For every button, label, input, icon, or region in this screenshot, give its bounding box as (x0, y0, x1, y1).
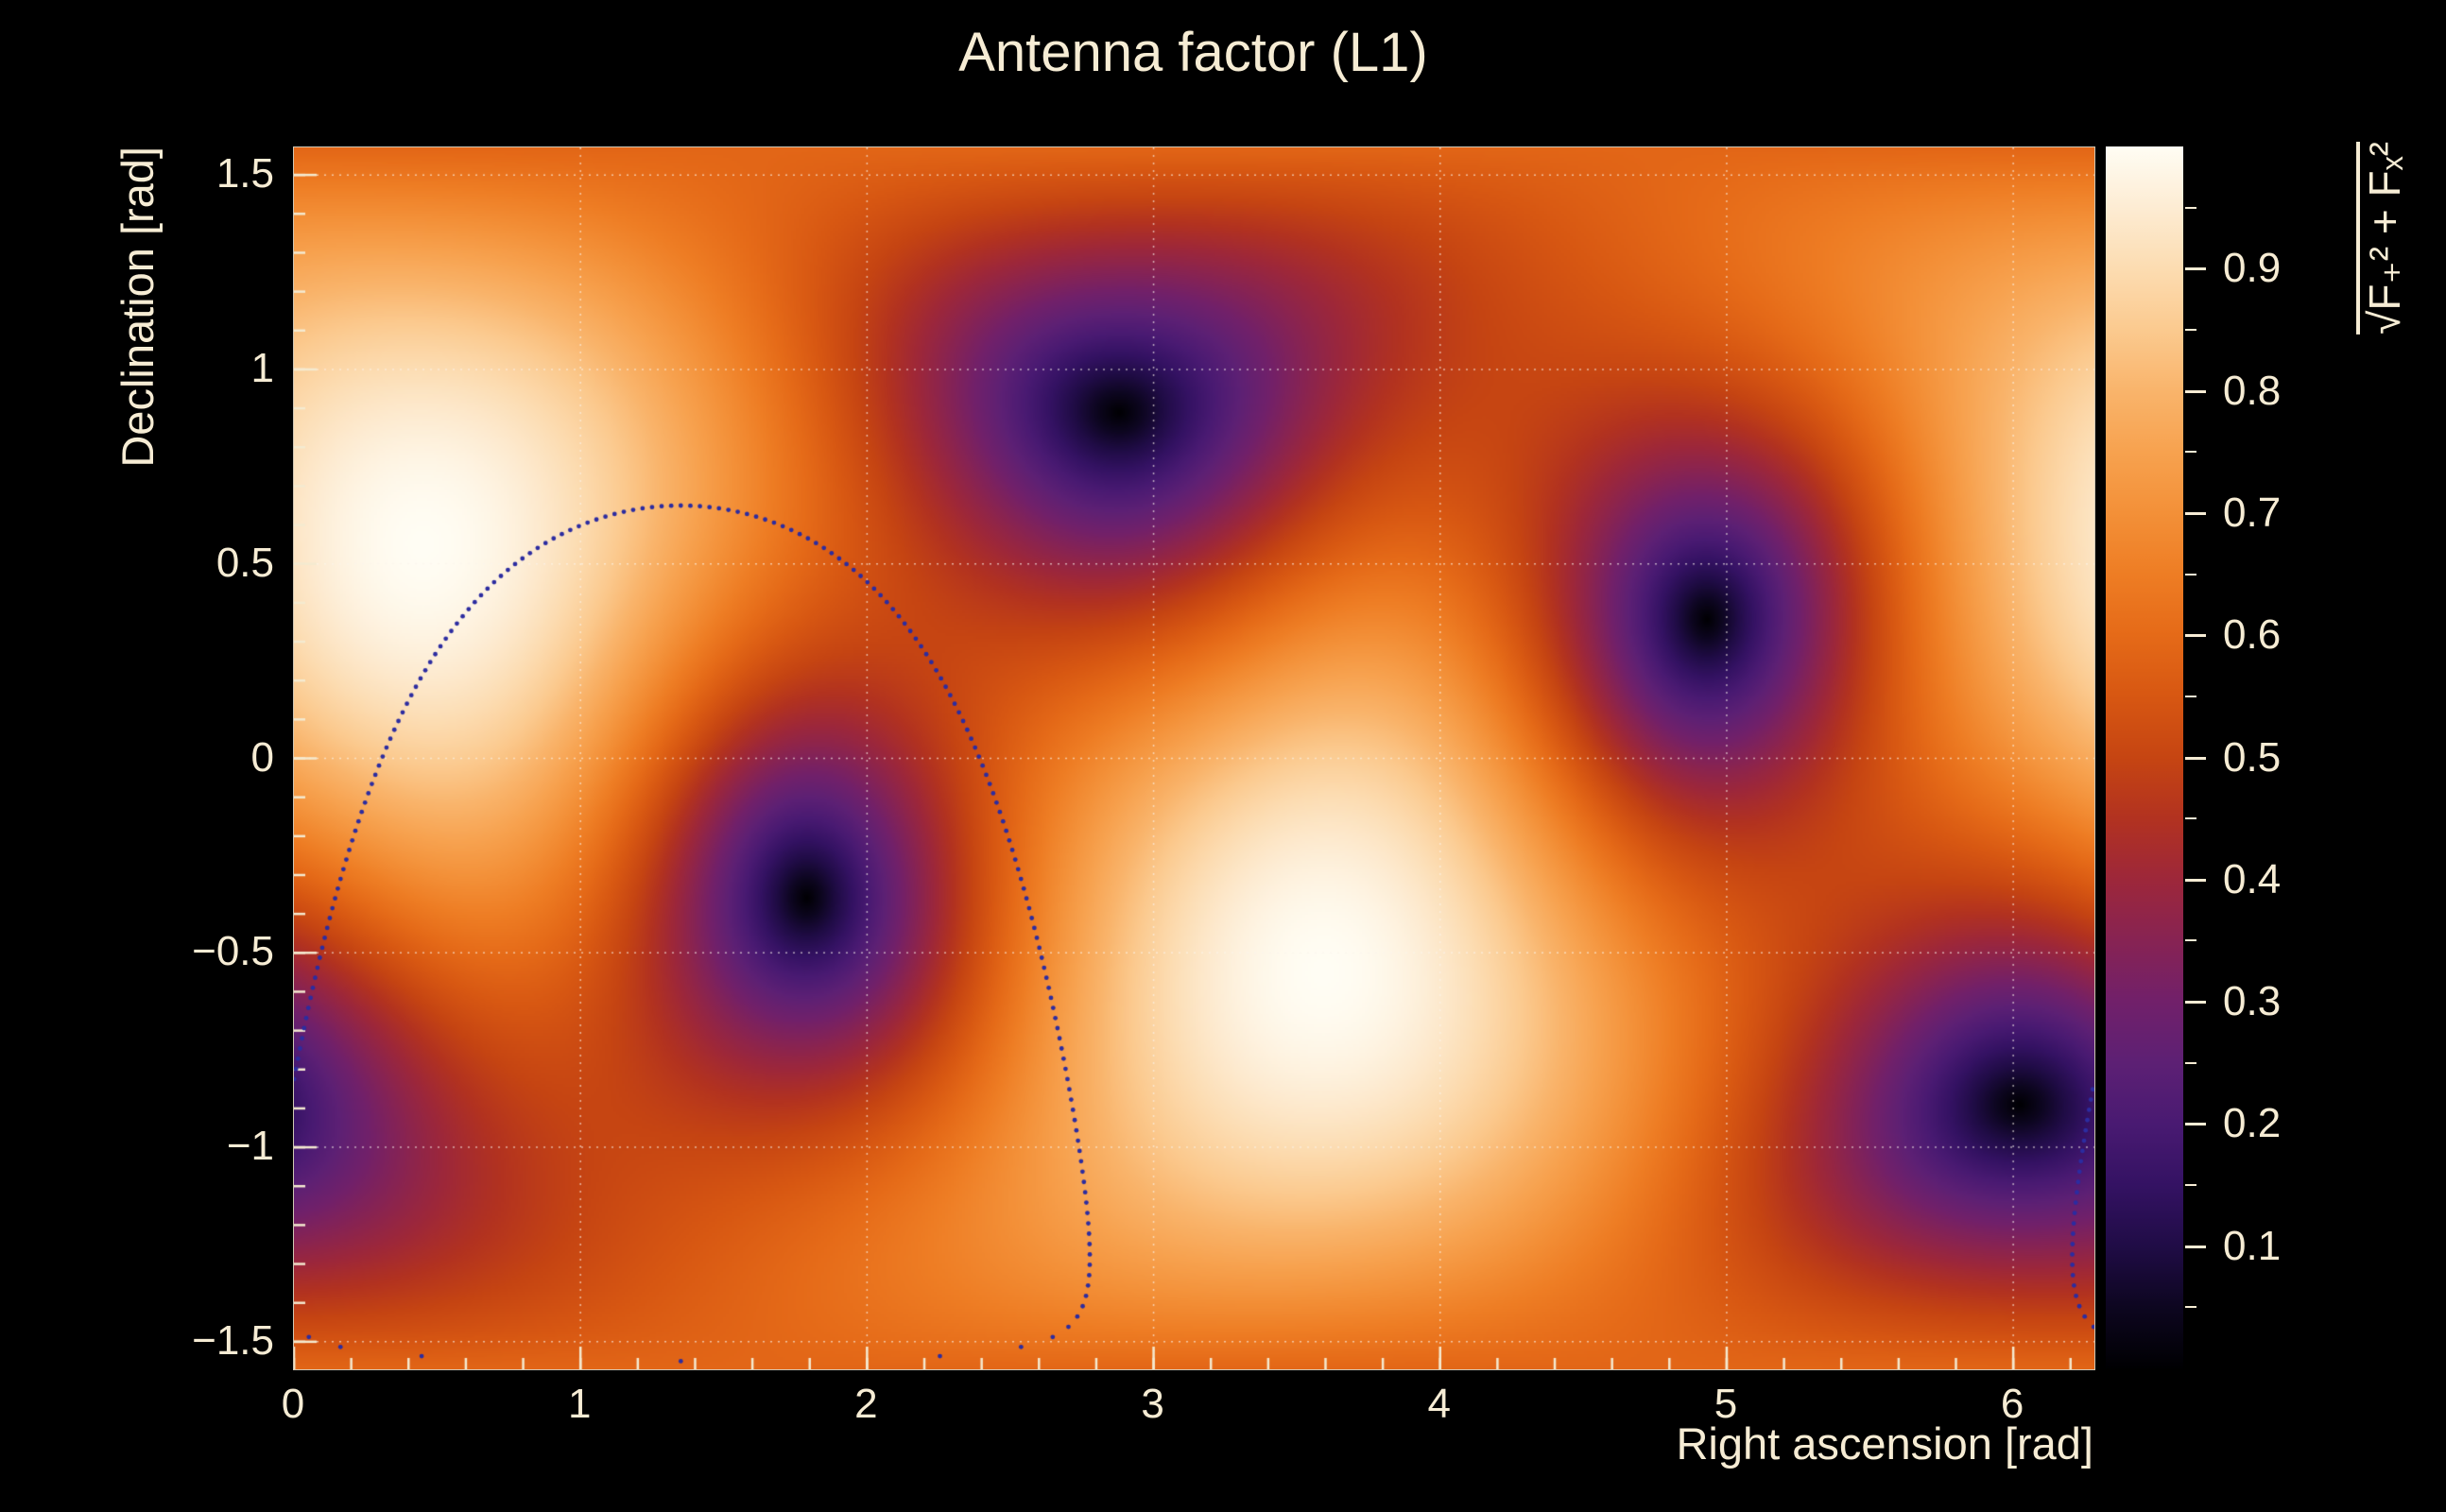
colorbar-tick (2185, 756, 2206, 760)
x-tick-label: 2 (854, 1381, 878, 1427)
y-tick-label: −1 (226, 1123, 274, 1170)
colorbar-tick-label: 0.9 (2223, 245, 2282, 292)
colorbar-tick (2185, 267, 2206, 271)
colorbar-tick (2185, 1306, 2196, 1309)
y-tick-label: 1.5 (215, 150, 274, 198)
x-tick-label: 5 (1714, 1381, 1738, 1427)
plot-overlay-canvas (294, 147, 2094, 1369)
colorbar-tick (2185, 1061, 2196, 1064)
colorbar-tick (2185, 511, 2206, 515)
colorbar-tick (2185, 573, 2196, 576)
colorbar-tick-label: 0.8 (2223, 367, 2282, 414)
x-axis-title: Right ascension [rad] (1676, 1418, 2093, 1469)
colorbar-tick (2185, 1245, 2206, 1248)
y-tick-label: −1.5 (192, 1316, 274, 1364)
colorbar-tick (2185, 939, 2196, 942)
colorbar-tick (2185, 878, 2206, 882)
colorbar-tick (2185, 1184, 2196, 1187)
colorbar-tick (2185, 328, 2196, 331)
x-tick-label: 3 (1141, 1381, 1164, 1427)
colorbar-tick-label: 0.1 (2223, 1222, 2282, 1269)
y-tick-label: 0.5 (215, 539, 274, 586)
colorbar-tick (2185, 206, 2196, 209)
plot-area (293, 146, 2095, 1370)
colorbar-tick (2185, 389, 2206, 393)
colorbar-tick (2185, 634, 2206, 638)
colorbar-tick-label: 0.4 (2223, 855, 2282, 902)
colorbar-tick-label: 0.2 (2223, 1100, 2282, 1147)
colorbar-tick (2185, 695, 2196, 697)
y-tick-label: 0 (250, 733, 274, 781)
x-tick-label: 6 (2000, 1381, 2024, 1427)
chart-title: Antenna factor (L1) (958, 22, 1428, 83)
y-tick-label: 1 (250, 344, 274, 391)
colorbar-tick-label: 0.6 (2223, 611, 2282, 659)
colorbar-tick-label: 0.7 (2223, 489, 2282, 536)
x-tick-label: 4 (1427, 1381, 1451, 1427)
colorbar-tick (2185, 1001, 2206, 1005)
x-tick-label: 0 (281, 1381, 305, 1427)
colorbar (2106, 146, 2183, 1368)
colorbar-tick (2185, 1123, 2206, 1126)
x-tick-label: 1 (567, 1381, 592, 1427)
colorbar-tick-label: 0.3 (2223, 978, 2282, 1025)
y-tick-label: −0.5 (192, 928, 274, 975)
colorbar-tick (2185, 817, 2196, 820)
colorbar-tick-label: 0.5 (2223, 733, 2282, 781)
colorbar-title: √F₊² + Fₓ² (2360, 142, 2409, 335)
colorbar-tick (2185, 451, 2196, 454)
